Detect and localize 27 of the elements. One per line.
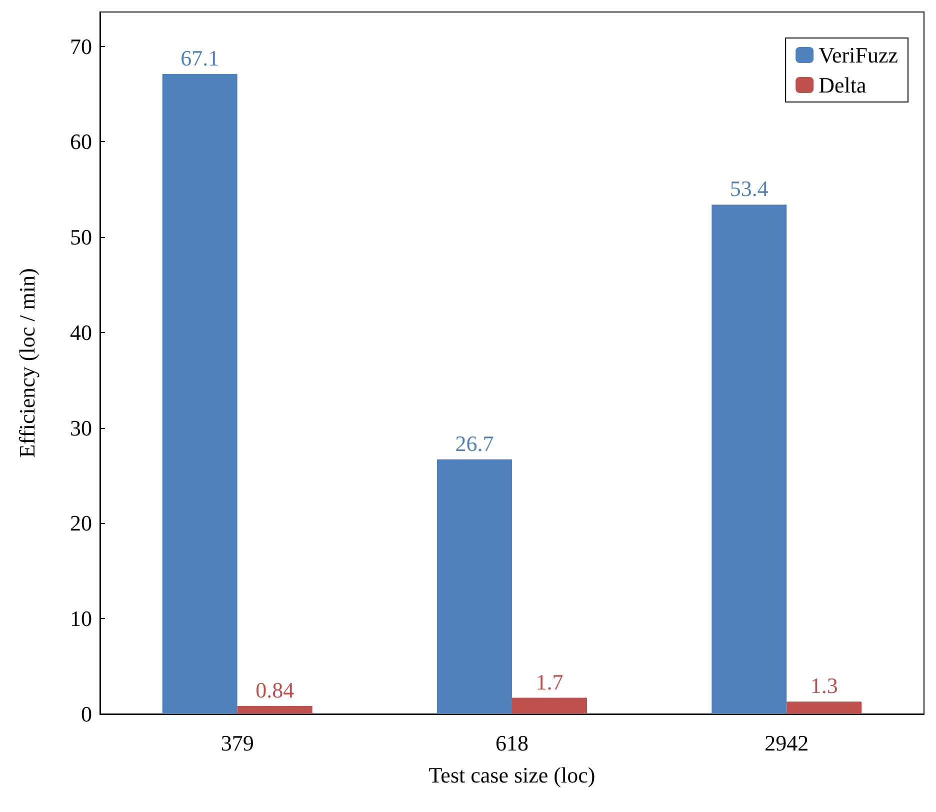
x-axis-title: Test case size (loc) [428, 762, 596, 788]
legend-label: VeriFuzz [818, 42, 898, 68]
bar [712, 204, 787, 714]
data-label: 53.4 [730, 176, 768, 202]
y-tick-label: 0 [81, 702, 92, 726]
bar [512, 698, 587, 714]
y-tick-label: 20 [70, 510, 92, 536]
x-tick-label: 379 [220, 730, 254, 756]
bar [162, 74, 238, 714]
legend-label: Delta [818, 72, 866, 98]
bar [437, 459, 512, 714]
bar [786, 702, 862, 714]
data-label: 1.7 [536, 669, 564, 694]
bar [237, 706, 312, 714]
y-tick-label: 40 [70, 320, 92, 345]
y-tick-label: 30 [70, 415, 92, 440]
y-tick-label: 10 [70, 606, 92, 632]
data-label: 1.3 [810, 673, 838, 698]
y-tick-label: 70 [70, 34, 92, 59]
data-label: 67.1 [180, 45, 220, 70]
data-label: 0.84 [256, 677, 294, 702]
y-axis-title: Efficiency (loc / min) [14, 268, 40, 458]
data-label: 26.7 [455, 430, 494, 456]
x-tick-label: 2942 [764, 730, 809, 756]
x-tick-label: 618 [496, 730, 528, 756]
y-tick-label: 60 [70, 129, 92, 154]
y-tick-label: 50 [70, 224, 92, 250]
